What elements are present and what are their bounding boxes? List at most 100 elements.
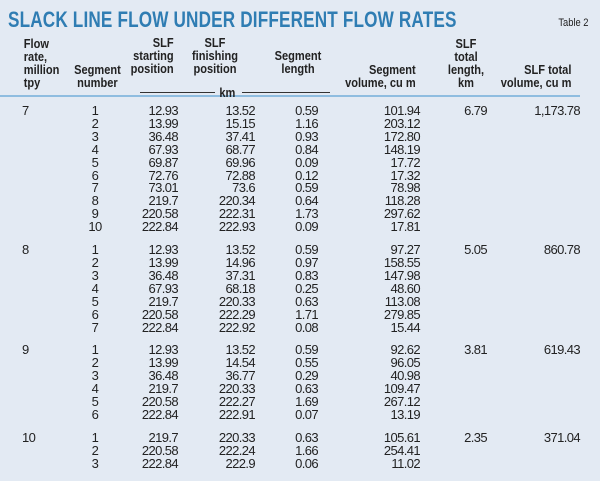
slf-finishing-position-cell: 36.77 [225,368,255,384]
segment-length-cell: 0.59 [295,180,319,196]
slf-starting-position-cell: 222.84 [141,219,179,235]
segment-volume-cell: 109.47 [383,381,421,397]
segment-volume-cell: 118.28 [384,193,421,209]
flow-rate-cell: 9 [22,342,29,358]
flow-rate-cell [0,157,70,170]
table-row: 9 220.58 222.31 1.73 297.62 [0,206,580,222]
segment-number-cell: 4 [91,381,99,397]
flow-rate-cell [0,383,70,396]
slf-finishing-position-cell: 220.33 [218,381,256,397]
slf-total-length-cell [422,409,490,422]
slf-finishing-position-cell: 220.33 [218,429,256,445]
slf-total-length-cell: 6.79 [464,103,488,118]
slf-total-length-cell [422,445,490,458]
slf-total-length-cell [422,309,490,322]
segment-number-cell: 1 [91,103,99,118]
table-row: 5 69.87 69.96 0.09 17.72 [0,154,580,170]
slf-total-volume-cell [490,445,580,458]
segment-volume-cell: 148.19 [383,141,421,157]
flow-rate-cell [0,283,70,296]
slf-finishing-position-cell: 222.91 [218,406,256,422]
table-row: 7 1 12.93 13.52 0.59 101.94 6.79 1,173.78 [0,96,581,118]
table-row: 7 73.01 73.6 0.59 78.98 [0,180,580,196]
divider [242,92,330,93]
slf-total-length-cell [422,396,490,409]
slf-finishing-position-cell: 222.93 [218,219,256,235]
slf-total-length-cell [422,182,490,195]
segment-number-cell: 6 [91,306,99,322]
segment-number-cell: 3 [91,455,99,471]
segment-volume-cell: 96.05 [390,355,420,371]
table-row: 3 36.48 37.31 0.83 147.98 [0,267,580,283]
flow-rate-cell [0,182,70,195]
slf-finishing-position-cell: 68.18 [225,280,255,296]
slf-total-volume-cell [490,283,580,296]
segment-volume-cell: 158.55 [383,254,421,270]
slf-finishing-position-cell: 220.33 [218,293,256,309]
header-slf-starting: SLF starting position [120,36,178,97]
segment-length-cell: 0.64 [295,193,319,209]
segment-number-cell: 9 [91,206,99,222]
slf-total-length-cell [422,170,490,183]
segment-number-cell: 1 [91,242,99,258]
segment-number-cell: 2 [91,254,99,270]
slf-total-length-cell [422,357,490,370]
segment-length-cell: 0.55 [295,355,319,371]
flow-rate-cell [0,221,70,234]
segment-volume-cell: 147.98 [383,267,421,283]
table-row: 2 13.99 14.96 0.97 158.55 [0,254,580,270]
slf-total-length-cell [422,458,490,471]
slf-starting-position-cell: 13.99 [148,115,178,131]
slf-finishing-position-cell: 13.52 [225,242,255,258]
slf-starting-position-cell: 12.93 [148,242,178,258]
segment-length-cell: 1.73 [295,206,319,222]
table-row: 2 13.99 15.15 1.16 203.12 [0,115,580,131]
slf-starting-position-cell: 219.7 [148,193,178,209]
slf-starting-position-cell: 222.84 [141,319,179,335]
segment-number-cell: 7 [91,180,99,196]
slf-total-length-cell [422,296,490,309]
flow-rate-cell [0,445,70,458]
slf-finishing-position-cell: 220.34 [218,193,256,209]
slf-total-length-cell [422,370,490,383]
segment-volume-cell: 15.44 [390,319,420,335]
slf-total-length-cell [422,195,490,208]
segment-length-cell: 0.08 [295,319,319,335]
segment-length-cell: 1.71 [295,306,319,322]
segment-length-cell: 0.63 [295,293,319,309]
table-row: 3 36.48 36.77 0.29 40.98 [0,368,580,384]
segment-number-cell: 10 [88,219,102,235]
slf-total-length-cell [422,283,490,296]
segment-length-cell: 0.59 [295,342,319,358]
segment-number-cell: 3 [91,368,99,384]
slf-starting-position-cell: 222.84 [141,406,179,422]
flow-rate-cell [0,309,70,322]
segment-length-cell: 0.83 [295,267,319,283]
flow-rate-cell [0,131,70,144]
segment-volume-cell: 11.02 [391,455,420,471]
segment-volume-cell: 279.85 [383,306,421,322]
segment-length-cell: 0.63 [295,381,319,397]
slf-starting-position-cell: 36.48 [148,128,178,144]
segment-number-cell: 6 [91,167,99,183]
slf-starting-position-cell: 222.84 [141,455,179,471]
table-row: 4 67.93 68.18 0.25 48.60 [0,280,580,296]
slf-total-length-cell [422,131,490,144]
flow-rate-cell: 8 [22,242,29,258]
slf-total-length-cell [422,118,490,131]
table-row: 2 13.99 14.54 0.55 96.05 [0,355,580,371]
segment-length-cell: 0.07 [295,406,319,422]
slf-finishing-position-cell: 222.27 [218,394,256,410]
segment-volume-cell: 17.32 [390,167,420,183]
slf-total-length-cell: 3.81 [464,342,488,358]
slf-total-volume-cell [490,118,580,131]
segment-number-cell: 3 [91,267,99,283]
segment-volume-cell: 17.72 [390,154,420,170]
slf-total-volume-cell [490,383,580,396]
segment-length-cell: 1.66 [295,442,319,458]
slf-starting-position-cell: 219.7 [148,293,178,309]
table-row: 5 219.7 220.33 0.63 113.08 [0,293,580,309]
slf-starting-position-cell: 220.58 [141,394,179,410]
slf-starting-position-cell: 69.87 [148,154,178,170]
segment-volume-cell: 203.12 [383,115,421,131]
